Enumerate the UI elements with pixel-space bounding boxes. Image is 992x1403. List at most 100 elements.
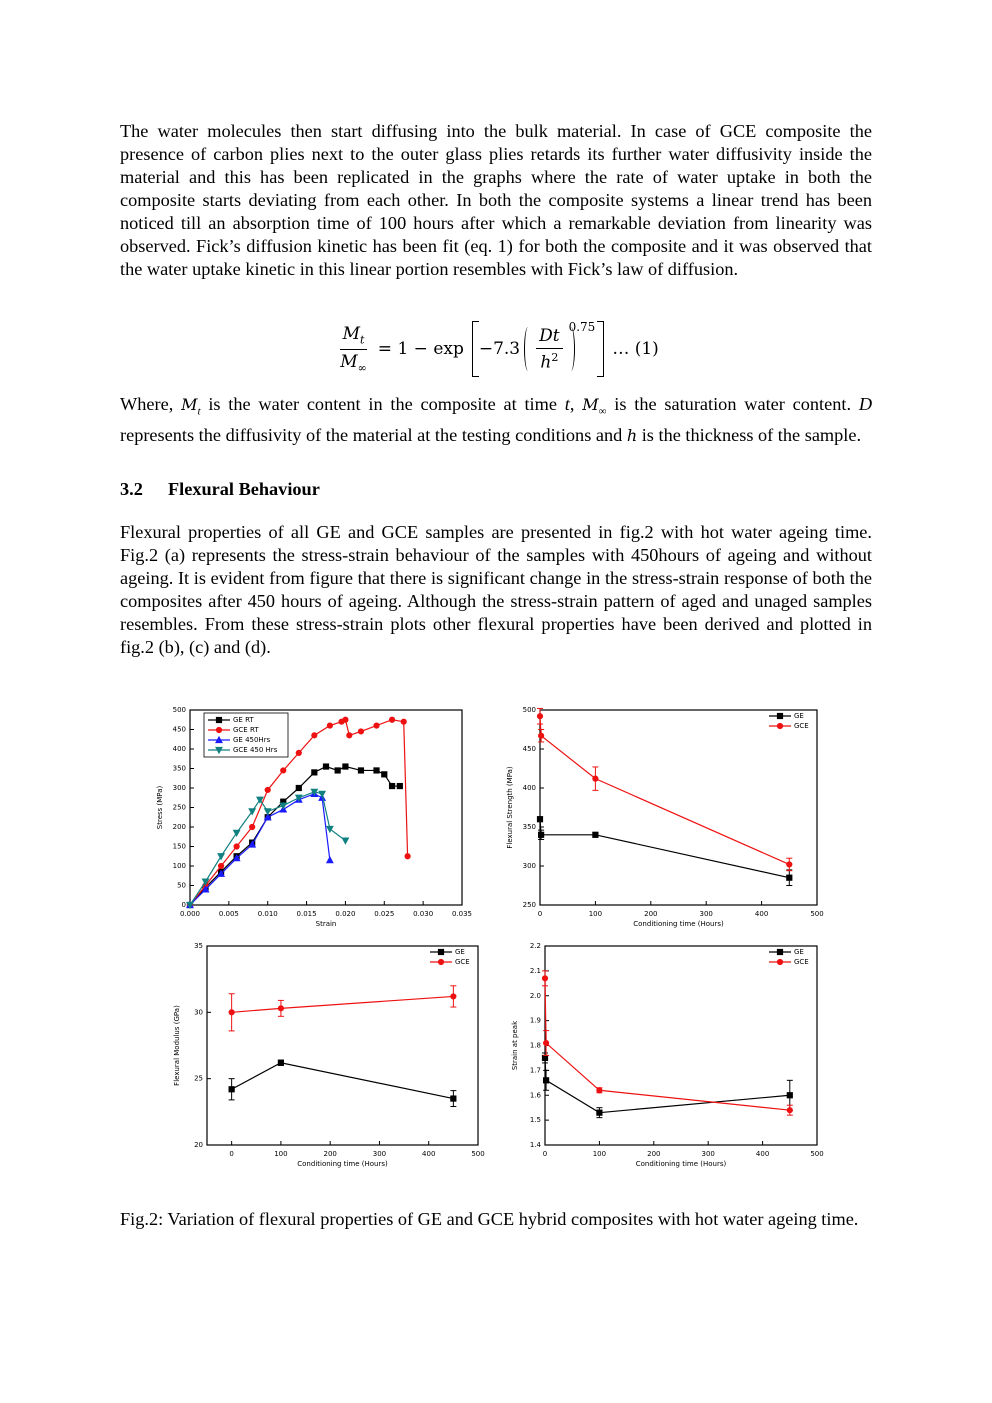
marker — [295, 749, 302, 757]
y-axis-label: Flexural Modulus (GPa) — [173, 1005, 181, 1086]
y-tick-label: 100 — [173, 862, 186, 870]
x-axis-label: Strain — [316, 920, 337, 928]
marker — [232, 829, 241, 837]
marker — [325, 856, 334, 864]
legend-label: GCE — [794, 958, 809, 966]
marker — [786, 874, 793, 881]
plot-frame — [206, 945, 479, 1146]
marker — [341, 837, 350, 845]
marker — [311, 769, 318, 776]
x-tick-label: 300 — [700, 910, 713, 918]
x-tick-label: 0.010 — [258, 910, 278, 918]
section-heading: 3.2 Flexural Behaviour — [120, 479, 320, 500]
x-axis-label: Conditioning time (Hours) — [636, 1160, 727, 1168]
x-tick-label: 100 — [589, 910, 602, 918]
x-tick-label: 400 — [756, 1150, 769, 1158]
y-tick-label: 1.7 — [530, 1066, 541, 1074]
y-tick-label: 250 — [523, 901, 536, 909]
marker — [786, 1092, 793, 1099]
y-tick-label: 400 — [173, 745, 186, 753]
x-tick-label: 500 — [810, 1150, 823, 1158]
x-tick-label: 0 — [543, 1150, 547, 1158]
marker — [346, 732, 353, 739]
text: Where, — [120, 394, 182, 414]
marker — [541, 1054, 549, 1062]
marker — [450, 1095, 457, 1102]
series-line — [189, 793, 331, 906]
marker — [215, 735, 223, 744]
series-line — [231, 995, 454, 1013]
marker — [311, 732, 318, 739]
y-tick-label: 450 — [173, 726, 186, 734]
marker — [536, 816, 544, 823]
x-tick-label: 0 — [229, 1150, 233, 1158]
y-tick-label: 1.5 — [530, 1116, 541, 1124]
marker — [201, 885, 210, 893]
legend-label: GCE — [455, 958, 470, 966]
marker — [388, 716, 396, 723]
fraction: Dt h2 — [536, 325, 563, 372]
symbol: D — [858, 394, 873, 414]
symbol: M — [181, 395, 198, 414]
marker — [215, 746, 223, 755]
y-tick-label: 20 — [194, 1141, 203, 1149]
symbol: 2 — [551, 350, 559, 364]
section-number: 3.2 — [120, 479, 143, 499]
marker — [294, 794, 303, 802]
y-tick-label: 300 — [173, 784, 186, 792]
y-tick-label: 1.9 — [530, 1017, 541, 1025]
marker — [400, 718, 407, 725]
marker — [357, 767, 365, 774]
series-line — [544, 1057, 790, 1114]
marker — [541, 975, 549, 982]
text: is the water content in the composite at… — [200, 394, 565, 414]
equation-text: = 1 − exp — [377, 339, 464, 359]
x-tick-label: 100 — [274, 1150, 287, 1158]
figure-caption: Fig.2: Variation of flexural properties … — [120, 1209, 859, 1229]
marker — [233, 843, 240, 850]
marker — [342, 763, 349, 770]
x-tick-label: 0.030 — [413, 910, 433, 918]
symbol: M — [340, 351, 358, 372]
marker — [228, 1086, 235, 1093]
paragraph: The water molecules then start diffusing… — [120, 121, 872, 279]
fraction: Mt M∞ — [337, 324, 370, 374]
marker — [776, 948, 784, 956]
legend-label: GE — [794, 948, 804, 956]
y-tick-label: 2.2 — [530, 942, 541, 950]
marker — [215, 716, 223, 724]
equation: Mt M∞ = 1 − exp −7.3 Dt h2 0.75 … (1) — [0, 318, 992, 380]
x-tick-label: 500 — [810, 910, 823, 918]
text: is the thickness of the sample. — [637, 424, 862, 445]
y-tick-label: 350 — [173, 765, 186, 773]
marker — [322, 763, 330, 770]
marker — [536, 713, 544, 720]
y-tick-label: 300 — [523, 862, 536, 870]
marker — [277, 1059, 285, 1066]
marker — [592, 831, 599, 838]
x-tick-label: 0.025 — [374, 910, 394, 918]
marker — [373, 722, 380, 729]
y-tick-label: 450 — [523, 745, 536, 753]
legend-label: GE — [794, 712, 804, 720]
y-tick-label: 0 — [182, 901, 186, 909]
symbol: M — [582, 395, 599, 414]
symbol: Dt — [539, 325, 560, 346]
marker — [248, 840, 257, 848]
equation-text: −7.3 — [478, 339, 521, 359]
series-line — [539, 716, 790, 865]
marker — [318, 790, 327, 798]
marker — [388, 782, 396, 790]
x-tick-label: 500 — [471, 1150, 484, 1158]
legend-label: GE — [455, 948, 465, 956]
marker — [404, 853, 411, 860]
section-title: Flexural Behaviour — [168, 479, 320, 499]
symbol: t — [360, 333, 365, 347]
x-tick-label: 200 — [323, 1150, 336, 1158]
exponent: 0.75 — [568, 320, 596, 334]
marker — [279, 802, 288, 810]
x-tick-label: 200 — [644, 910, 657, 918]
legend-label: GE 450Hrs — [233, 736, 271, 744]
y-axis-label: Stress (MPa) — [156, 786, 164, 830]
marker — [373, 767, 380, 774]
